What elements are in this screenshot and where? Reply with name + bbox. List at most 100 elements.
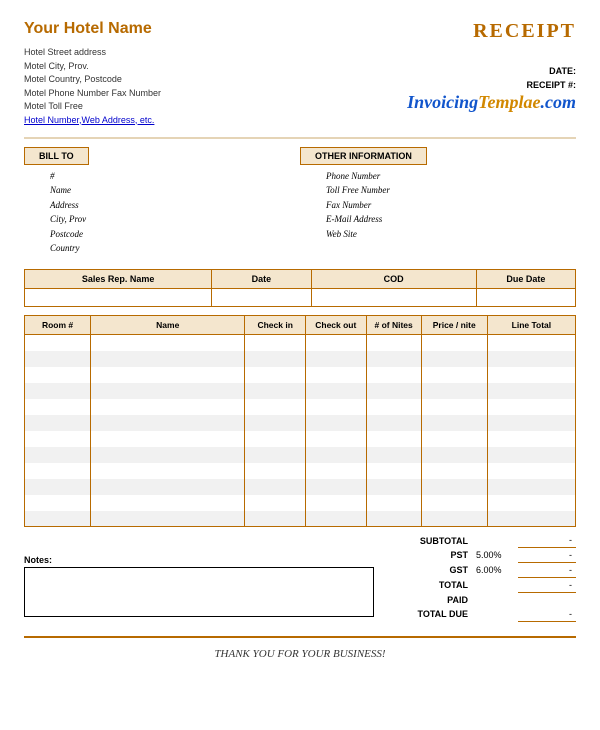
items-cell[interactable] — [25, 351, 91, 367]
items-cell[interactable] — [421, 367, 487, 383]
items-cell[interactable] — [25, 495, 91, 511]
items-cell[interactable] — [487, 495, 575, 511]
items-cell[interactable] — [487, 399, 575, 415]
addr-street: Hotel Street address — [24, 46, 161, 60]
items-cell[interactable] — [25, 383, 91, 399]
items-cell[interactable] — [25, 367, 91, 383]
items-cell[interactable] — [245, 399, 306, 415]
items-cell[interactable] — [91, 351, 245, 367]
items-cell[interactable] — [91, 383, 245, 399]
items-cell[interactable] — [245, 383, 306, 399]
items-cell[interactable] — [421, 495, 487, 511]
items-cell[interactable] — [366, 351, 421, 367]
items-cell[interactable] — [245, 351, 306, 367]
items-cell[interactable] — [305, 351, 366, 367]
items-cell[interactable] — [305, 511, 366, 527]
items-cell[interactable] — [305, 447, 366, 463]
thank-you: THANK YOU FOR YOUR BUSINESS! — [24, 648, 576, 660]
items-cell[interactable] — [305, 431, 366, 447]
items-cell[interactable] — [421, 447, 487, 463]
items-cell[interactable] — [245, 479, 306, 495]
items-cell[interactable] — [91, 479, 245, 495]
items-cell[interactable] — [487, 351, 575, 367]
items-cell[interactable] — [421, 511, 487, 527]
items-cell[interactable] — [91, 431, 245, 447]
items-col-6: Line Total — [487, 316, 575, 335]
items-cell[interactable] — [421, 335, 487, 351]
items-cell[interactable] — [487, 415, 575, 431]
items-cell[interactable] — [421, 463, 487, 479]
items-cell[interactable] — [91, 367, 245, 383]
items-cell[interactable] — [25, 431, 91, 447]
wm-p3: .com — [541, 92, 577, 112]
items-cell[interactable] — [245, 495, 306, 511]
items-cell[interactable] — [91, 415, 245, 431]
items-cell[interactable] — [366, 383, 421, 399]
items-cell[interactable] — [91, 463, 245, 479]
items-cell[interactable] — [487, 335, 575, 351]
items-cell[interactable] — [305, 463, 366, 479]
items-cell[interactable] — [366, 399, 421, 415]
meta-cell-2[interactable] — [311, 289, 476, 307]
items-cell[interactable] — [91, 447, 245, 463]
items-cell[interactable] — [421, 415, 487, 431]
items-cell[interactable] — [245, 335, 306, 351]
items-cell[interactable] — [91, 399, 245, 415]
items-cell[interactable] — [366, 463, 421, 479]
items-cell[interactable] — [487, 431, 575, 447]
items-cell[interactable] — [366, 511, 421, 527]
addr-link[interactable]: Hotel Number,Web Address, etc. — [24, 115, 154, 125]
items-cell[interactable] — [487, 463, 575, 479]
items-cell[interactable] — [25, 415, 91, 431]
items-cell[interactable] — [487, 383, 575, 399]
total-label-5: TOTAL DUE — [386, 607, 472, 622]
items-cell[interactable] — [366, 415, 421, 431]
items-cell[interactable] — [245, 431, 306, 447]
items-cell[interactable] — [366, 479, 421, 495]
meta-cell-1[interactable] — [212, 289, 311, 307]
items-cell[interactable] — [305, 479, 366, 495]
items-cell[interactable] — [421, 399, 487, 415]
items-cell[interactable] — [305, 399, 366, 415]
items-cell[interactable] — [25, 479, 91, 495]
items-cell[interactable] — [366, 335, 421, 351]
items-cell[interactable] — [25, 447, 91, 463]
total-rate-0 — [472, 533, 518, 548]
items-cell[interactable] — [421, 479, 487, 495]
items-cell[interactable] — [25, 511, 91, 527]
items-cell[interactable] — [25, 399, 91, 415]
meta-cell-3[interactable] — [476, 289, 575, 307]
items-cell[interactable] — [366, 495, 421, 511]
items-cell[interactable] — [91, 335, 245, 351]
notes-box[interactable] — [24, 567, 374, 617]
items-cell[interactable] — [305, 335, 366, 351]
items-cell[interactable] — [91, 495, 245, 511]
items-cell[interactable] — [25, 335, 91, 351]
items-cell[interactable] — [305, 495, 366, 511]
items-cell[interactable] — [91, 511, 245, 527]
items-cell[interactable] — [366, 367, 421, 383]
items-cell[interactable] — [25, 463, 91, 479]
items-cell[interactable] — [421, 351, 487, 367]
meta-cell-0[interactable] — [25, 289, 212, 307]
items-cell[interactable] — [245, 367, 306, 383]
items-cell[interactable] — [305, 415, 366, 431]
items-cell[interactable] — [305, 383, 366, 399]
items-cell[interactable] — [421, 431, 487, 447]
items-cell[interactable] — [245, 415, 306, 431]
items-cell[interactable] — [487, 447, 575, 463]
total-rate-1: 5.00% — [472, 548, 518, 563]
items-cell[interactable] — [366, 447, 421, 463]
items-cell[interactable] — [305, 367, 366, 383]
items-cell[interactable] — [366, 431, 421, 447]
items-col-2: Check in — [245, 316, 306, 335]
items-cell[interactable] — [487, 479, 575, 495]
items-cell[interactable] — [245, 447, 306, 463]
items-cell[interactable] — [245, 463, 306, 479]
items-cell[interactable] — [487, 367, 575, 383]
items-cell[interactable] — [487, 511, 575, 527]
items-cell[interactable] — [245, 511, 306, 527]
billto-f5: Country — [24, 241, 300, 255]
total-rate-4 — [472, 593, 518, 607]
items-cell[interactable] — [421, 383, 487, 399]
